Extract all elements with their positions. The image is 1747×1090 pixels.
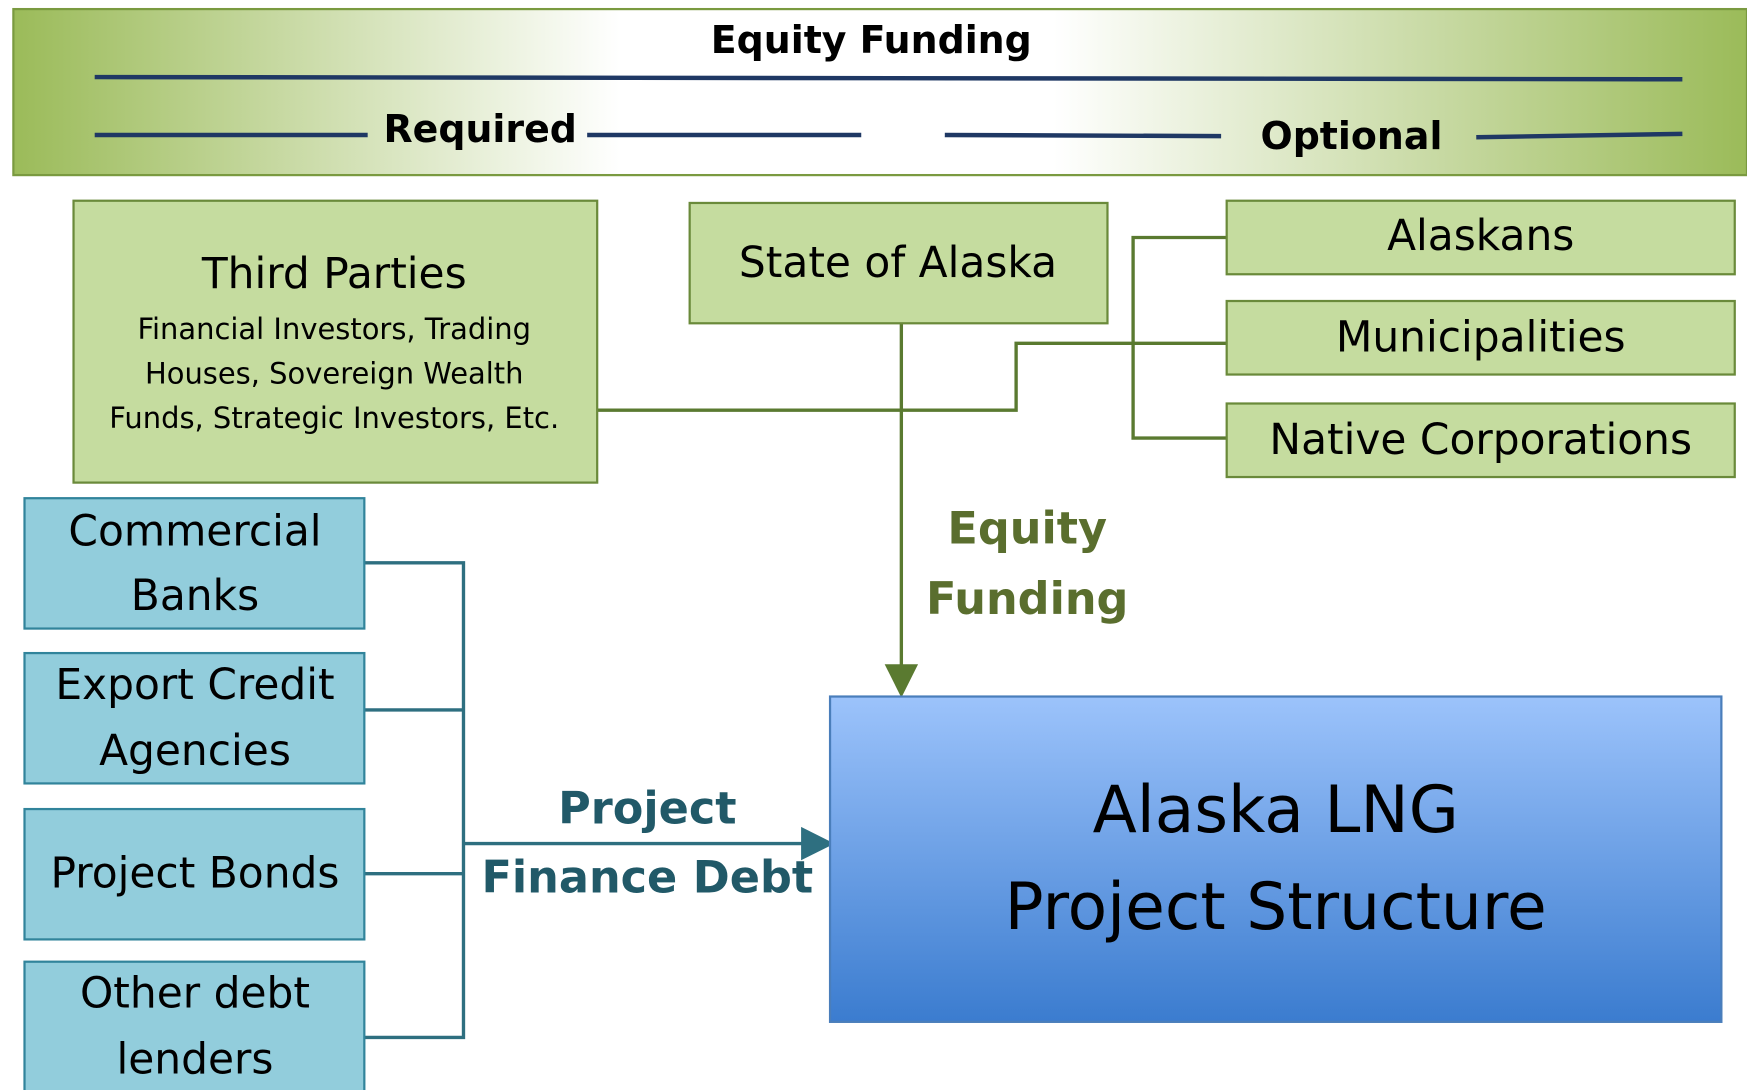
optional-box [1225, 199, 1736, 276]
required-label: Required [384, 107, 577, 151]
box-title: Native Corporations [1269, 415, 1692, 464]
debt-box [23, 497, 366, 630]
debt-box [23, 651, 366, 785]
box-title: Other debt [80, 969, 310, 1018]
divider [94, 74, 1683, 82]
flow-label: Equity [947, 503, 1107, 555]
connector [1131, 235, 1227, 440]
box-title: Third Parties [201, 249, 467, 298]
connector [364, 561, 466, 1040]
banner-title: Equity Funding [711, 18, 1032, 62]
box-text: Houses, Sovereign Wealth [145, 357, 524, 391]
project-box [828, 695, 1723, 1023]
flow-label: Finance Debt [481, 851, 813, 903]
box-title: lenders [116, 1034, 273, 1083]
divider [1476, 131, 1683, 140]
box-title: State of Alaska [739, 238, 1057, 287]
box-title: Banks [131, 571, 259, 620]
banner [12, 7, 1747, 177]
flow-label: Project [558, 782, 736, 834]
connector [597, 341, 1227, 412]
box-title: Export Credit [55, 660, 334, 709]
divider [944, 132, 1222, 139]
project-title: Project Structure [1005, 870, 1547, 945]
box-title: Alaskans [1387, 211, 1574, 260]
flow-label: Funding [926, 573, 1128, 625]
optional-box [1225, 299, 1736, 376]
box-text: Financial Investors, Trading [137, 312, 531, 346]
project-title: Alaska LNG [1093, 773, 1459, 848]
state-box [688, 201, 1109, 325]
box-text: Funds, Strategic Investors, Etc. [109, 401, 559, 435]
optional-label: Optional [1261, 114, 1443, 158]
debt-box [23, 960, 366, 1090]
box-title: Agencies [99, 726, 291, 775]
box-title: Commercial [68, 506, 321, 555]
box-title: Project Bonds [50, 848, 339, 897]
box-title: Municipalities [1336, 312, 1626, 361]
debt-box [23, 807, 366, 941]
optional-box [1225, 402, 1736, 479]
third-parties-box [72, 199, 599, 484]
